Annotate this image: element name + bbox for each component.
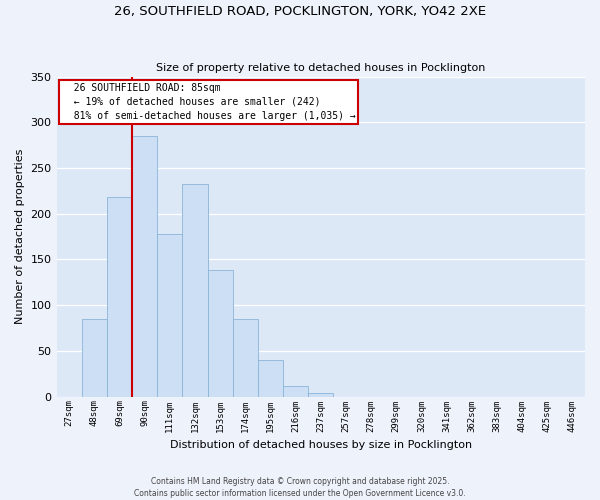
Bar [82, 319, 107, 396]
Text: Contains HM Land Registry data © Crown copyright and database right 2025.
Contai: Contains HM Land Registry data © Crown c… [134, 476, 466, 498]
Bar [107, 198, 132, 396]
Bar [208, 270, 233, 396]
Text: 26 SOUTHFIELD ROAD: 85sqm
  ← 19% of detached houses are smaller (242)
  81% of : 26 SOUTHFIELD ROAD: 85sqm ← 19% of detac… [62, 83, 356, 121]
Bar [157, 234, 182, 396]
Bar [132, 136, 157, 396]
Bar [258, 360, 283, 397]
X-axis label: Distribution of detached houses by size in Pocklington: Distribution of detached houses by size … [170, 440, 472, 450]
Bar [233, 319, 258, 396]
Y-axis label: Number of detached properties: Number of detached properties [15, 149, 25, 324]
Bar [308, 393, 334, 396]
Bar [283, 386, 308, 396]
Title: Size of property relative to detached houses in Pocklington: Size of property relative to detached ho… [156, 63, 485, 73]
Text: 26, SOUTHFIELD ROAD, POCKLINGTON, YORK, YO42 2XE: 26, SOUTHFIELD ROAD, POCKLINGTON, YORK, … [114, 5, 486, 18]
Bar [182, 184, 208, 396]
